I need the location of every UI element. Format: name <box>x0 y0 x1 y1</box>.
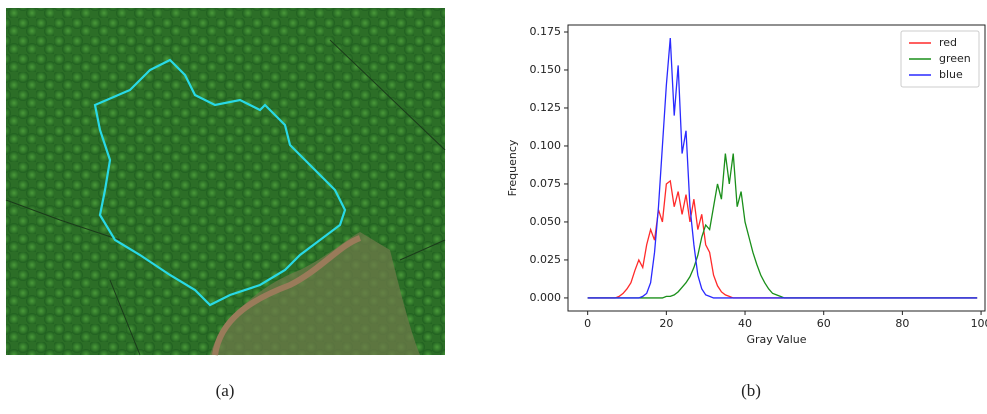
x-tick-label: 80 <box>895 317 909 330</box>
y-tick-label: 0.025 <box>530 253 562 266</box>
plot-frame <box>567 24 986 312</box>
x-tick-label: 40 <box>738 317 752 330</box>
y-axis-label: Frequency <box>506 139 519 196</box>
y-tick-label: 0.075 <box>530 177 562 190</box>
x-axis-label: Gray Value <box>746 333 806 346</box>
line-chart: 0 20 40 60 80 100 0.000 0.025 0.050 0.075 0.100 0.1… <box>506 24 987 346</box>
series-line <box>587 153 978 299</box>
y-tick-label: 0.125 <box>530 101 562 114</box>
series-line <box>587 38 978 299</box>
aerial-image <box>5 8 446 356</box>
x-tick-label: 0 <box>584 317 591 330</box>
series-line <box>587 179 978 299</box>
y-tick-label: 0.000 <box>530 291 562 304</box>
caption: (b) <box>741 381 761 400</box>
legend-box <box>900 30 980 88</box>
legend-label: blue <box>939 68 963 81</box>
y-tick-label: 0.150 <box>530 63 562 76</box>
x-tick-label: 20 <box>659 317 673 330</box>
x-tick-label: 100 <box>971 317 987 330</box>
caption: (a) <box>216 381 235 400</box>
y-tick-label: 0.050 <box>530 215 562 228</box>
legend-label: red <box>939 36 957 49</box>
y-tick-label: 0.100 <box>530 139 562 152</box>
x-tick-label: 60 <box>817 317 831 330</box>
y-tick-label: 0.175 <box>530 25 562 38</box>
legend-label: green <box>939 52 971 65</box>
